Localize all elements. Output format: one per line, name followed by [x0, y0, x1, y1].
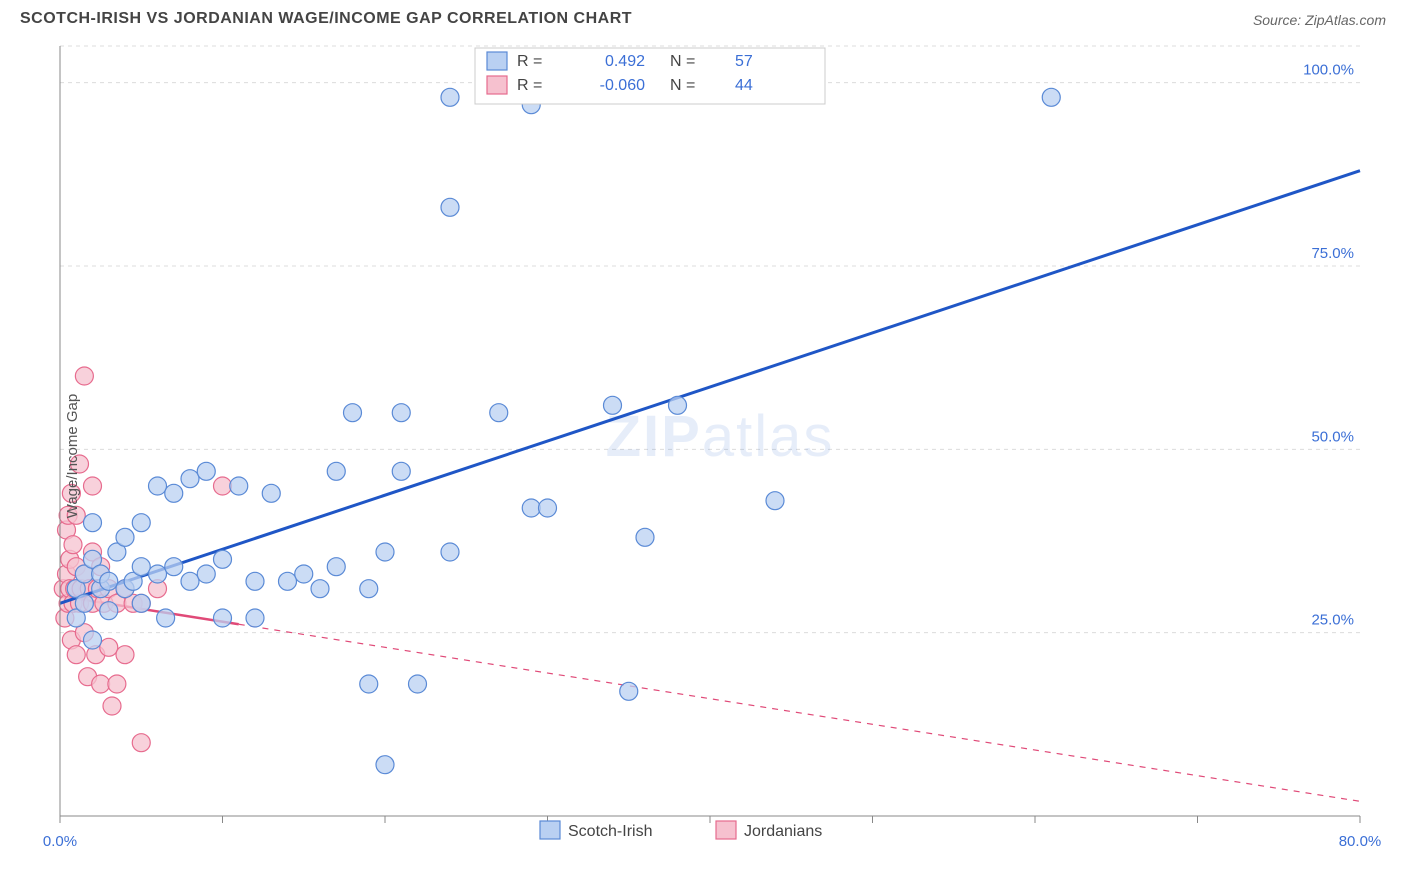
legend-r-label: R =: [517, 77, 542, 94]
data-point: [441, 543, 459, 561]
y-axis-label: Wage/Income Gap: [64, 394, 81, 519]
data-point: [766, 492, 784, 510]
data-point: [376, 756, 394, 774]
data-point: [295, 565, 313, 583]
data-point: [441, 88, 459, 106]
x-tick-label: 80.0%: [1339, 833, 1382, 850]
data-point: [490, 404, 508, 422]
data-point: [149, 477, 167, 495]
data-point: [67, 646, 85, 664]
data-point: [327, 462, 345, 480]
data-point: [132, 514, 150, 532]
data-point: [230, 477, 248, 495]
data-point: [149, 565, 167, 583]
series-swatch: [716, 821, 736, 839]
data-point: [92, 675, 110, 693]
watermark: ZIPatlas: [606, 404, 835, 469]
data-point: [84, 631, 102, 649]
legend-n-value: 57: [735, 53, 753, 70]
data-point: [116, 646, 134, 664]
data-point: [1042, 88, 1060, 106]
data-point: [64, 536, 82, 554]
data-point: [311, 580, 329, 598]
legend-r-value: -0.060: [600, 77, 645, 94]
data-point: [214, 477, 232, 495]
data-point: [441, 198, 459, 216]
y-tick-label: 75.0%: [1311, 245, 1354, 262]
data-point: [197, 462, 215, 480]
data-point: [539, 499, 557, 517]
data-point: [75, 367, 93, 385]
data-point: [100, 572, 118, 590]
data-point: [214, 550, 232, 568]
data-point: [132, 558, 150, 576]
data-point: [132, 734, 150, 752]
legend-r-value: 0.492: [605, 53, 645, 70]
series-label: Scotch-Irish: [568, 823, 652, 840]
data-point: [165, 558, 183, 576]
data-point: [214, 609, 232, 627]
x-tick-label: 0.0%: [43, 833, 77, 850]
series-swatch: [540, 821, 560, 839]
y-tick-label: 50.0%: [1311, 428, 1354, 445]
data-point: [327, 558, 345, 576]
data-point: [100, 638, 118, 656]
legend-n-value: 44: [735, 77, 753, 94]
chart-title: SCOTCH-IRISH VS JORDANIAN WAGE/INCOME GA…: [20, 10, 632, 28]
data-point: [197, 565, 215, 583]
legend-r-label: R =: [517, 53, 542, 70]
data-point: [84, 477, 102, 495]
data-point: [246, 572, 264, 590]
source-attribution: Source: ZipAtlas.com: [1253, 12, 1386, 28]
correlation-scatter-chart: 25.0% 50.0% 75.0% 100.0% ZIPatlas 0.0% 80.0% R …: [20, 36, 1386, 856]
data-point: [246, 609, 264, 627]
header: SCOTCH-IRISH VS JORDANIAN WAGE/INCOME GA…: [0, 0, 1406, 36]
data-point: [392, 462, 410, 480]
data-point: [157, 609, 175, 627]
data-point: [116, 528, 134, 546]
data-point: [620, 682, 638, 700]
data-point: [279, 572, 297, 590]
legend-n-label: N =: [670, 77, 695, 94]
data-point: [409, 675, 427, 693]
data-point: [108, 675, 126, 693]
data-point: [84, 514, 102, 532]
data-point: [262, 484, 280, 502]
chart-container: Wage/Income Gap 25.0% 50.0% 75.0% 100.0% ZIP…: [20, 36, 1386, 876]
data-point: [344, 404, 362, 422]
data-point: [165, 484, 183, 502]
legend-swatch: [487, 52, 507, 70]
data-point: [100, 602, 118, 620]
data-point: [360, 580, 378, 598]
data-point: [360, 675, 378, 693]
data-point: [103, 697, 121, 715]
series-label: Jordanians: [744, 823, 822, 840]
data-point: [376, 543, 394, 561]
y-tick-label: 100.0%: [1303, 62, 1354, 79]
legend-swatch: [487, 76, 507, 94]
data-point: [522, 499, 540, 517]
data-point: [669, 396, 687, 414]
legend-n-label: N =: [670, 53, 695, 70]
data-point: [75, 594, 93, 612]
data-point: [392, 404, 410, 422]
data-point: [636, 528, 654, 546]
data-point: [604, 396, 622, 414]
data-point: [181, 572, 199, 590]
y-tick-label: 25.0%: [1311, 612, 1354, 629]
data-point: [181, 470, 199, 488]
data-point: [132, 594, 150, 612]
